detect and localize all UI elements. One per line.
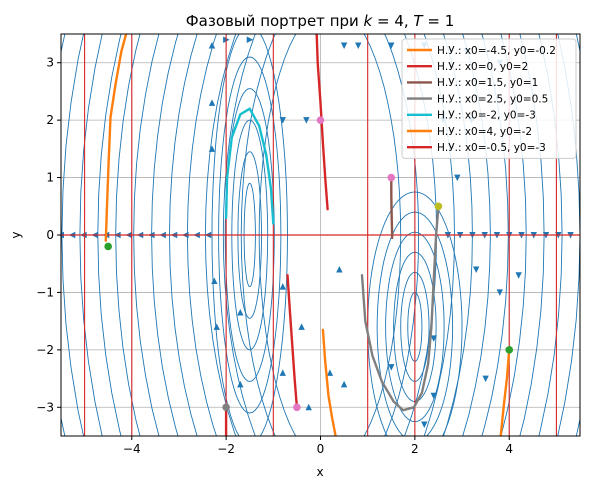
initial-point-2 [387,173,396,182]
stream-arrow-56 [421,421,428,429]
stream-arrow-47 [473,266,480,273]
streamline-9 [385,231,445,423]
legend-entry-1: Н.У.: x0=0, y0=2 [437,61,528,73]
initial-point-3 [434,202,443,211]
y-tick-label-0: −3 [36,400,54,414]
legend-entry-3: Н.У.: x0=2.5, y0=0.5 [437,93,548,105]
stream-arrow-49 [515,272,522,279]
stream-arrow-37 [340,380,348,388]
stream-arrow-28 [211,277,218,284]
y-axis-label: y [9,231,23,238]
x-tick-label-0: −4 [123,442,141,456]
streamline-6 [407,291,423,362]
streamline-10 [376,211,454,436]
series-line-3 [360,205,440,412]
stream-arrow-53 [388,364,395,371]
y-tick-label-1: −2 [36,343,54,357]
stream-arrow-51 [430,335,437,342]
stream-arrow-26 [208,99,216,106]
x-tick-label-1: −2 [217,442,235,456]
initial-points [104,116,514,412]
legend-box [401,38,577,159]
stream-arrow-39 [355,42,362,49]
legend-entry-0: Н.У.: x0=-4.5, y0=-0.2 [437,45,556,57]
stream-arrow-34 [298,323,305,330]
series-line-4 [224,107,275,225]
stream-arrow-40 [388,42,395,49]
stream-arrow-25 [208,41,216,49]
streamline-7 [400,271,430,382]
y-tick-label-2: −1 [36,285,54,299]
stream-arrow-38 [340,42,348,49]
initial-point-0 [104,242,112,251]
stream-arrow-50 [482,375,489,383]
stream-arrow-27 [208,145,216,152]
x-tick-label-2: 0 [317,442,325,456]
series-line-5 [499,348,511,436]
stream-arrow-48 [496,289,503,296]
legend: Н.У.: x0=-4.5, y0=-0.2 Н.У.: x0=0, y0=2 Н.… [401,38,577,159]
y-tick-label-6: 3 [46,56,54,70]
stream-arrow-32 [279,283,286,290]
legend-entry-2: Н.У.: x0=1.5, y0=1 [437,77,538,89]
legend-entry-6: Н.У.: x0=-0.5, y0=-3 [437,142,546,154]
stream-arrow-36 [326,369,334,376]
stream-arrow-59 [303,117,310,124]
initial-point-1 [316,116,325,124]
stream-arrow-30 [237,309,244,316]
y-tick-label-4: 1 [46,171,54,185]
stream-arrow-46 [454,174,461,182]
stream-arrow-33 [279,369,286,376]
series-line-0 [104,34,128,242]
stream-arrow-52 [430,392,437,400]
stream-arrow-57 [336,265,343,273]
stream-arrow-29 [213,323,220,330]
stream-arrow-35 [305,403,312,411]
chart-title: Фазовый портрет при k = 4, T = 1 [186,12,455,30]
stream-arrow-31 [237,380,244,388]
series-line-6 [286,274,299,409]
x-tick-label-3: 2 [411,442,419,456]
legend-entry-5: Н.У.: x0=4, y0=-2 [437,126,532,138]
x-axis-label: x [316,465,323,479]
y-tick-label-5: 2 [46,113,54,127]
y-axis-ticks: −3 −2 −1 0 1 2 3 [36,56,61,414]
x-tick-label-4: 4 [505,442,513,456]
streamline-8 [393,251,437,402]
series-extra-segment-0 [321,328,337,436]
stream-arrow-58 [279,117,286,124]
initial-point-4 [222,403,230,412]
x-axis-ticks: −4 −2 0 2 4 [123,436,513,456]
initial-point-5 [505,346,514,354]
trajectory-series [104,34,511,436]
series-line-2 [390,176,394,240]
y-tick-label-3: 0 [46,228,54,242]
initial-point-6 [293,403,301,412]
stream-arrow-55 [246,36,254,43]
legend-entry-4: Н.У.: x0=-2, y0=-3 [437,110,536,122]
